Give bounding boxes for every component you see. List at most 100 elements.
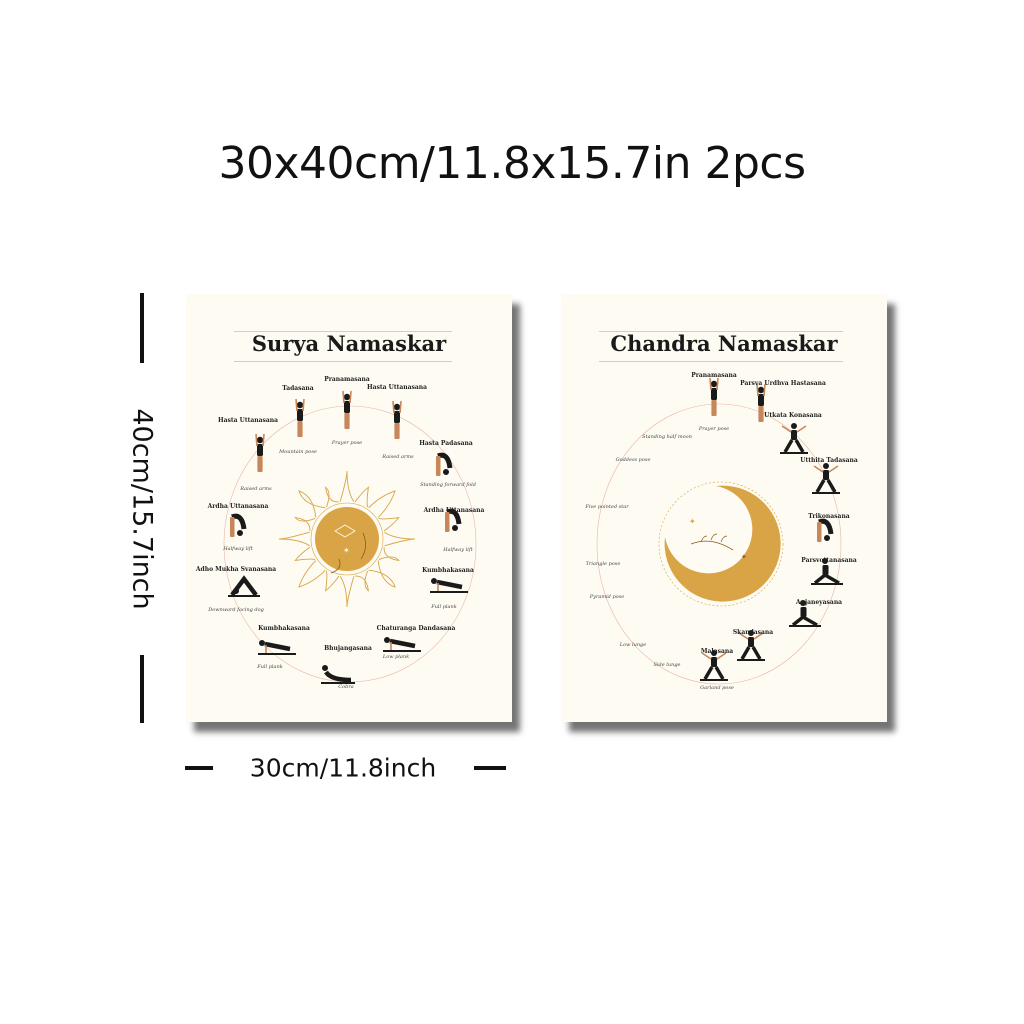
svg-text:✦: ✦ (689, 517, 696, 526)
pose-caption: Mountain pose (279, 449, 317, 455)
sun-ray (354, 486, 369, 508)
pose-caption: Full plank (431, 604, 457, 610)
sun-ray (298, 560, 326, 588)
pose-caption: Halfway lift (443, 547, 473, 553)
pose-name: Anjaneyasana (795, 599, 843, 606)
pose-caption: Side lunge (653, 662, 681, 668)
sun-ray (278, 531, 310, 547)
chandra-namaskar-poster: Chandra Namaskar ✦ ✦ Pranamasana Prayer p… (561, 294, 887, 722)
yoga-figure-icon (392, 400, 402, 439)
pose-name: Trikonasana (808, 513, 850, 520)
crescent-moon-icon: ✦ ✦ (658, 481, 784, 607)
pose-caption: Low plank (382, 654, 410, 660)
pose-caption: Halfway lift (223, 546, 253, 552)
width-dimension-label: 30cm/11.8inch (249, 753, 437, 783)
pose-caption: Goddess pose (615, 457, 651, 463)
pose-name: Utthita Tadasana (800, 457, 858, 464)
poster-title: Chandra Namaskar (610, 331, 838, 356)
pose-name: Kumbhakasana (258, 625, 310, 632)
height-dimension-line-top (140, 293, 144, 363)
yoga-figure-icon (737, 630, 765, 661)
yoga-figure-icon (295, 398, 305, 437)
svg-text:✶: ✶ (343, 546, 350, 555)
yoga-figure-icon (812, 463, 840, 494)
pose-name: Pranamasana (691, 372, 737, 379)
yoga-figure-icon (258, 640, 296, 655)
yoga-figure-icon (383, 637, 421, 652)
title-rule-top (599, 331, 843, 332)
pose-name: Bhujangasana (324, 645, 372, 652)
title-rule-bottom (599, 361, 843, 362)
yoga-figure-icon (709, 377, 719, 416)
pose-name: Tadasana (282, 385, 314, 392)
pose-name: Ardha Uttanasana (207, 503, 269, 510)
yoga-figure-icon (445, 508, 462, 532)
pose-name: Kumbhakasana (422, 567, 474, 574)
yoga-figure-icon (700, 650, 728, 681)
yoga-figure-icon (756, 383, 766, 422)
height-dimension-line-bottom (140, 655, 144, 723)
yoga-figure-icon (321, 665, 355, 684)
pose-caption: Raised arms (382, 454, 414, 460)
yoga-figure-icon (811, 558, 843, 585)
sun-ray (384, 531, 416, 547)
pose-name: Skandasana (732, 629, 774, 636)
moon-art: ✦ ✦ (596, 377, 843, 685)
sun-ray (298, 490, 326, 518)
pose-name: Adho Mukha Svanasana (195, 566, 277, 573)
surya-namaskar-poster: Surya Namaskar ✶ Pranamasana Prayer pose H… (186, 294, 512, 722)
pose-caption: Downward facing dog (208, 607, 264, 613)
yoga-figure-icon (780, 423, 808, 454)
pose-caption: Triangle pose (585, 561, 621, 567)
pose-name: Ardha Uttanasana (423, 507, 485, 514)
sun-ray (378, 517, 400, 532)
yoga-figure-icon (228, 575, 260, 597)
pose-name: Utkata Konasana (764, 412, 822, 419)
pose-name: Hasta Padasana (419, 440, 473, 447)
pose-name: Hasta Uttanasana (217, 417, 279, 424)
width-dimension-line-right (474, 766, 506, 770)
sun-ray (339, 576, 355, 608)
sun-ray (294, 517, 316, 532)
size-heading: 30x40cm/11.8x15.7in 2pcs (218, 138, 806, 189)
yoga-figure-icon (789, 600, 821, 627)
pose-name: Chaturanga Dandasana (376, 625, 456, 632)
title-rule-top (234, 331, 452, 332)
pose-caption: Raised arms (240, 486, 272, 492)
pose-name: Parsvottanasana (801, 557, 857, 564)
yoga-figure-icon (430, 578, 468, 593)
sun-ray (368, 490, 396, 518)
svg-text:✦: ✦ (741, 553, 747, 561)
pose-caption: Five pointed star (585, 504, 629, 510)
sun-ray (368, 560, 396, 588)
pose-caption: Pyramid pose (589, 594, 625, 600)
sun-ray (339, 470, 355, 502)
pose-name: Pranamasana (324, 376, 370, 383)
height-dimension-label: 40cm/15.7inch (126, 408, 158, 610)
pose-caption: Cobra (338, 684, 354, 690)
sun-icon: ✶ (278, 470, 416, 608)
sun-art: ✶ (223, 390, 477, 684)
width-dimension-line-left (185, 766, 213, 770)
poster-title: Surya Namaskar (251, 331, 447, 356)
pose-caption: Standing forward fold (420, 482, 476, 488)
yoga-figure-icon (817, 518, 834, 542)
pose-caption: Prayer pose (331, 440, 363, 446)
pose-name: Parsva Urdhva Hastasana (740, 380, 826, 387)
sun-ray (325, 570, 340, 592)
pose-caption: Low lunge (619, 642, 647, 648)
pose-caption: Garland pose (700, 685, 734, 691)
sun-ray (354, 570, 369, 592)
yoga-figure-icon (342, 390, 352, 429)
pose-name: Malasana (700, 648, 734, 655)
sun-ray (294, 546, 316, 561)
pose-caption: Standing half moon (642, 434, 692, 440)
yoga-figure-icon (436, 452, 453, 476)
pose-name: Hasta Uttanasana (366, 384, 428, 391)
pose-caption: Prayer pose (698, 426, 730, 432)
sun-ray (378, 546, 400, 561)
title-rule-bottom (234, 361, 452, 362)
pose-caption: Full plank (257, 664, 283, 670)
yoga-figure-icon (230, 513, 247, 537)
sun-ray (325, 486, 340, 508)
